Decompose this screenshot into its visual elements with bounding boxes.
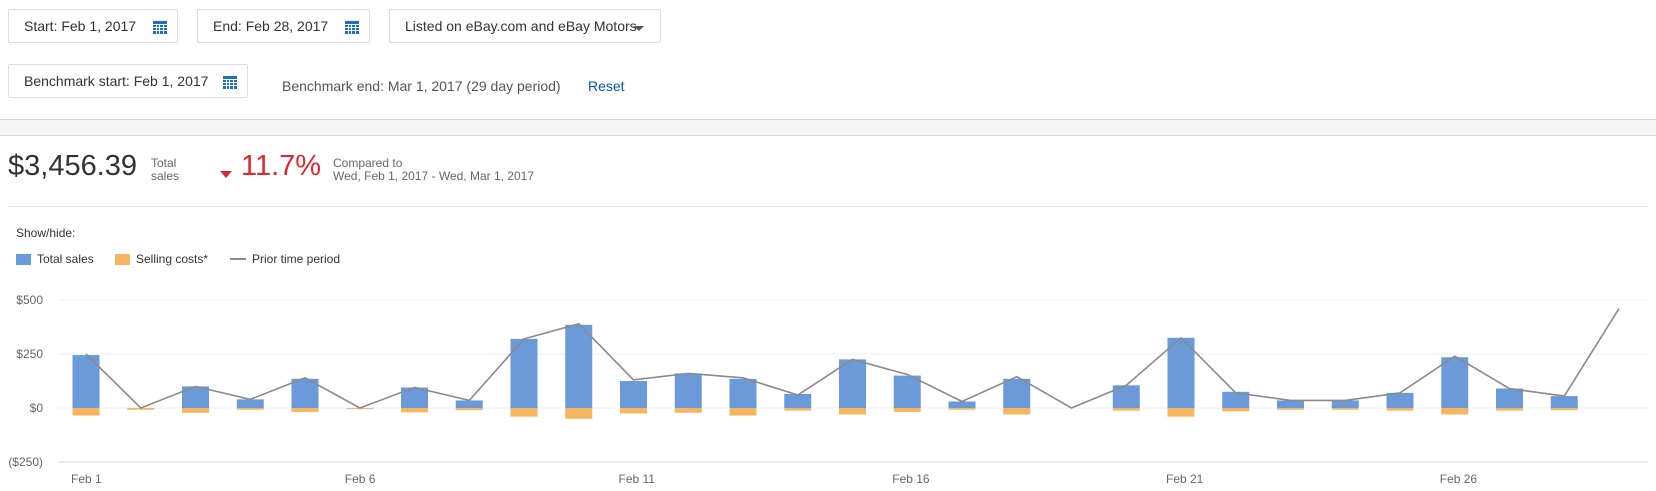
selling-costs-bar xyxy=(455,408,483,411)
total-sales-bar xyxy=(1277,400,1304,408)
selling-costs-bar xyxy=(1003,408,1031,415)
selling-costs-swatch xyxy=(115,253,130,265)
total-sales-bar xyxy=(1003,378,1031,408)
down-arrow-icon xyxy=(220,171,232,178)
total-sales-bar xyxy=(784,393,812,408)
total-sales-bar xyxy=(455,400,483,408)
selling-costs-bar xyxy=(1496,408,1523,411)
calendar-icon[interactable] xyxy=(345,21,359,34)
selling-costs-bar xyxy=(674,408,702,413)
selling-costs-bar xyxy=(1222,408,1250,412)
total-sales-bar xyxy=(620,381,647,408)
calendar-icon[interactable] xyxy=(223,76,237,89)
selling-costs-bar xyxy=(1277,408,1304,410)
prior-period-line-swatch xyxy=(230,258,246,260)
total-sales-bar xyxy=(401,387,428,408)
show-hide-label: Show/hide: xyxy=(16,226,76,240)
total-sales-bar xyxy=(674,373,702,408)
legend-selling-costs-label: Selling costs* xyxy=(136,252,209,266)
total-sales-bar xyxy=(1550,396,1578,408)
calendar-icon[interactable] xyxy=(153,21,167,34)
x-tick-label: Feb 26 xyxy=(1440,472,1478,486)
total-sales-bar xyxy=(1386,392,1414,408)
listing-site-value: Listed on eBay.com and eBay Motors xyxy=(405,18,637,34)
total-sales-value: $3,456.39 xyxy=(8,150,138,182)
total-sales-bar xyxy=(1441,357,1469,408)
legend-total-sales-label: Total sales xyxy=(37,252,94,266)
selling-costs-bar xyxy=(1331,408,1359,410)
benchmark-end-text: Benchmark end: Mar 1, 2017 (29 day perio… xyxy=(282,78,561,94)
chevron-down-icon xyxy=(634,26,644,31)
total-sales-label-line1: Total xyxy=(151,156,177,170)
total-sales-bar xyxy=(182,386,209,408)
benchmark-start-label: Benchmark start: Feb 1, 2017 xyxy=(24,73,209,89)
section-divider xyxy=(0,119,1656,136)
selling-costs-bar xyxy=(893,408,921,412)
total-sales-bar xyxy=(510,338,538,408)
y-tick-label: $0 xyxy=(30,401,44,415)
total-sales-bar xyxy=(948,401,976,408)
y-tick-label: $500 xyxy=(16,293,43,307)
total-sales-bar xyxy=(1167,337,1195,408)
total-sales-bar xyxy=(839,359,866,408)
total-sales-bar xyxy=(729,378,757,408)
selling-costs-bar xyxy=(72,408,100,416)
selling-costs-bar xyxy=(948,408,976,410)
selling-costs-bar xyxy=(401,408,428,413)
legend-selling-costs[interactable]: Selling costs* xyxy=(115,252,208,266)
selling-costs-bar xyxy=(510,408,538,417)
selling-costs-bar xyxy=(784,408,812,411)
total-sales-bar xyxy=(565,324,593,408)
selling-costs-bar xyxy=(1112,408,1140,411)
total-sales-bar xyxy=(236,399,264,408)
x-tick-label: Feb 16 xyxy=(892,472,930,486)
total-sales-bar xyxy=(1112,385,1140,408)
total-sales-label-line2: sales xyxy=(151,169,180,183)
total-sales-bar xyxy=(291,378,319,408)
x-tick-label: Feb 6 xyxy=(345,472,376,486)
start-date-label: Start: Feb 1, 2017 xyxy=(24,18,137,34)
legend-total-sales[interactable]: Total sales xyxy=(16,252,94,266)
total-sales-bar xyxy=(893,375,921,408)
benchmark-start-picker[interactable]: Benchmark start: Feb 1, 2017 xyxy=(8,64,248,98)
y-tick-label: $250 xyxy=(16,347,43,361)
selling-costs-bar xyxy=(565,408,593,419)
end-date-picker[interactable]: End: Feb 28, 2017 xyxy=(197,9,370,43)
x-tick-label: Feb 1 xyxy=(71,472,102,486)
x-tick-label: Feb 21 xyxy=(1166,472,1204,486)
total-sales-bar xyxy=(1222,391,1250,408)
selling-costs-bar xyxy=(291,408,319,412)
comparison-text: Compared to Wed, Feb 1, 2017 - Wed, Mar … xyxy=(333,157,534,183)
selling-costs-bar xyxy=(236,408,264,410)
start-date-picker[interactable]: Start: Feb 1, 2017 xyxy=(8,9,178,43)
selling-costs-bar xyxy=(182,408,209,413)
sales-chart: $500 $250 $0 ($250) Feb 1 Feb 6 Feb 11 Feb 16 Fe… xyxy=(8,293,1648,486)
end-date-label: End: Feb 28, 2017 xyxy=(213,18,329,34)
total-sales-bar xyxy=(1496,388,1523,408)
legend-prior-period[interactable]: Prior time period xyxy=(230,252,340,266)
x-tick-label: Feb 11 xyxy=(619,472,656,486)
selling-costs-bar xyxy=(1550,408,1578,411)
selling-costs-bar xyxy=(1441,408,1469,415)
selling-costs-bar xyxy=(839,408,866,415)
selling-costs-bar xyxy=(620,408,647,414)
summary-divider xyxy=(8,206,1648,207)
total-sales-label: Total sales xyxy=(151,157,179,183)
listing-site-dropdown[interactable]: Listed on eBay.com and eBay Motors xyxy=(389,9,661,43)
legend-prior-period-label: Prior time period xyxy=(252,252,341,266)
reset-link[interactable]: Reset xyxy=(588,78,625,94)
change-percent: 11.7% xyxy=(241,150,322,182)
y-tick-label: ($250) xyxy=(8,455,43,469)
prior-period-line xyxy=(85,308,1620,409)
selling-costs-bar xyxy=(729,408,757,416)
selling-costs-bar xyxy=(1386,408,1414,411)
total-sales-swatch xyxy=(16,253,31,265)
selling-costs-bar xyxy=(1167,408,1195,417)
comparison-line1: Compared to xyxy=(333,156,403,170)
total-sales-bar xyxy=(1331,400,1359,408)
comparison-range: Wed, Feb 1, 2017 - Wed, Mar 1, 2017 xyxy=(333,169,534,183)
